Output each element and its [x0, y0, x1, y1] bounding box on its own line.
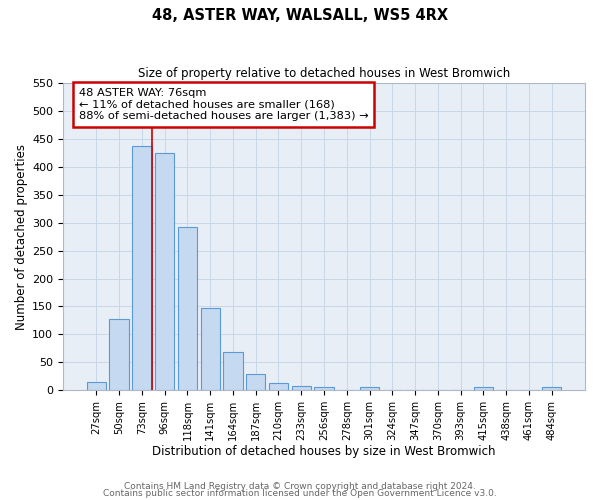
X-axis label: Distribution of detached houses by size in West Bromwich: Distribution of detached houses by size … [152, 444, 496, 458]
Bar [178, 227, 197, 390]
Bar [87, 382, 106, 390]
Text: Contains public sector information licensed under the Open Government Licence v3: Contains public sector information licen… [103, 490, 497, 498]
Bar [314, 388, 334, 390]
Bar [155, 153, 175, 390]
Bar [246, 374, 265, 390]
Bar [109, 318, 129, 390]
Bar [360, 388, 379, 390]
Title: Size of property relative to detached houses in West Bromwich: Size of property relative to detached ho… [138, 68, 510, 80]
Y-axis label: Number of detached properties: Number of detached properties [15, 144, 28, 330]
Bar [473, 388, 493, 390]
Bar [542, 388, 561, 390]
Bar [132, 146, 152, 390]
Bar [200, 308, 220, 390]
Bar [292, 386, 311, 390]
Bar [269, 383, 288, 390]
Text: Contains HM Land Registry data © Crown copyright and database right 2024.: Contains HM Land Registry data © Crown c… [124, 482, 476, 491]
Text: 48, ASTER WAY, WALSALL, WS5 4RX: 48, ASTER WAY, WALSALL, WS5 4RX [152, 8, 448, 22]
Bar [223, 352, 242, 390]
Text: 48 ASTER WAY: 76sqm
← 11% of detached houses are smaller (168)
88% of semi-detac: 48 ASTER WAY: 76sqm ← 11% of detached ho… [79, 88, 368, 121]
